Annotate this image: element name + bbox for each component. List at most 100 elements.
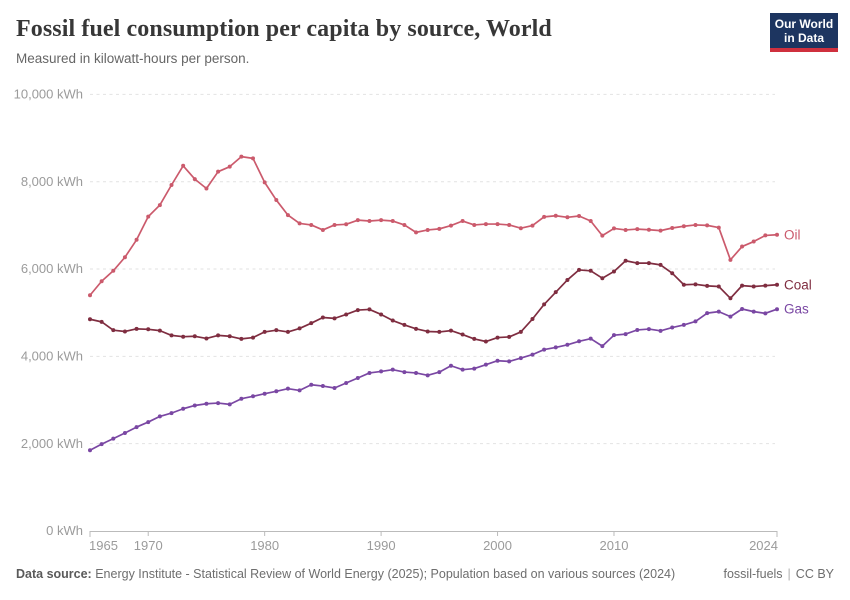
- data-point-gas[interactable]: [402, 370, 407, 375]
- data-point-oil[interactable]: [146, 214, 151, 219]
- data-point-oil[interactable]: [134, 237, 139, 242]
- data-point-gas[interactable]: [635, 327, 640, 332]
- data-point-gas[interactable]: [297, 388, 302, 393]
- data-point-oil[interactable]: [507, 222, 512, 227]
- data-point-gas[interactable]: [204, 401, 209, 406]
- data-point-oil[interactable]: [635, 227, 640, 232]
- data-point-oil[interactable]: [169, 182, 174, 187]
- data-point-oil[interactable]: [297, 221, 302, 226]
- data-point-gas[interactable]: [716, 309, 721, 314]
- data-point-gas[interactable]: [169, 411, 174, 416]
- data-point-coal[interactable]: [274, 328, 279, 333]
- data-point-oil[interactable]: [472, 222, 477, 227]
- data-point-gas[interactable]: [681, 322, 686, 327]
- data-point-oil[interactable]: [192, 177, 197, 182]
- data-point-coal[interactable]: [448, 328, 453, 333]
- data-point-oil[interactable]: [367, 219, 372, 224]
- data-point-oil[interactable]: [320, 227, 325, 232]
- data-point-coal[interactable]: [99, 319, 104, 324]
- data-point-oil[interactable]: [705, 223, 710, 228]
- data-point-coal[interactable]: [775, 282, 779, 287]
- data-point-coal[interactable]: [332, 316, 337, 321]
- data-point-coal[interactable]: [646, 261, 651, 266]
- data-point-gas[interactable]: [542, 347, 547, 352]
- data-point-coal[interactable]: [437, 329, 442, 334]
- data-point-oil[interactable]: [565, 215, 570, 220]
- data-point-coal[interactable]: [530, 317, 535, 322]
- data-point-coal[interactable]: [111, 328, 116, 333]
- data-point-coal[interactable]: [542, 302, 547, 307]
- data-point-coal[interactable]: [600, 276, 605, 281]
- data-point-oil[interactable]: [437, 226, 442, 231]
- data-point-gas[interactable]: [379, 369, 384, 374]
- data-point-coal[interactable]: [705, 283, 710, 288]
- data-point-oil[interactable]: [239, 154, 244, 159]
- data-point-oil[interactable]: [448, 223, 453, 228]
- data-point-coal[interactable]: [518, 329, 523, 334]
- data-point-oil[interactable]: [181, 163, 186, 168]
- data-point-gas[interactable]: [251, 394, 256, 399]
- data-point-oil[interactable]: [88, 293, 92, 298]
- data-point-oil[interactable]: [763, 233, 768, 238]
- data-point-coal[interactable]: [157, 328, 162, 333]
- data-point-oil[interactable]: [681, 224, 686, 229]
- data-point-gas[interactable]: [751, 309, 756, 314]
- legend-label-gas[interactable]: Gas: [784, 302, 809, 317]
- chart-slug-link[interactable]: fossil-fuels: [723, 567, 783, 581]
- data-point-gas[interactable]: [239, 396, 244, 401]
- data-point-gas[interactable]: [355, 375, 360, 380]
- data-point-coal[interactable]: [239, 336, 244, 341]
- legend-label-coal[interactable]: Coal: [784, 277, 812, 292]
- data-point-gas[interactable]: [705, 311, 710, 316]
- data-point-gas[interactable]: [495, 358, 500, 363]
- data-point-gas[interactable]: [181, 406, 186, 411]
- data-point-gas[interactable]: [367, 370, 372, 375]
- data-point-gas[interactable]: [320, 384, 325, 389]
- data-point-gas[interactable]: [146, 420, 151, 425]
- data-point-oil[interactable]: [751, 239, 756, 244]
- data-point-oil[interactable]: [716, 225, 721, 230]
- data-point-coal[interactable]: [88, 317, 92, 322]
- data-point-oil[interactable]: [460, 219, 465, 224]
- data-point-oil[interactable]: [402, 222, 407, 227]
- data-point-coal[interactable]: [495, 335, 500, 340]
- data-point-oil[interactable]: [251, 156, 256, 161]
- data-point-gas[interactable]: [728, 314, 733, 319]
- data-point-coal[interactable]: [402, 322, 407, 327]
- data-point-gas[interactable]: [437, 370, 442, 375]
- data-point-coal[interactable]: [181, 334, 186, 339]
- data-point-gas[interactable]: [775, 307, 779, 312]
- license-link[interactable]: CC BY: [795, 567, 834, 581]
- data-point-oil[interactable]: [390, 219, 395, 224]
- data-point-coal[interactable]: [751, 284, 756, 289]
- data-point-oil[interactable]: [518, 226, 523, 231]
- data-point-coal[interactable]: [588, 268, 593, 273]
- data-point-oil[interactable]: [646, 227, 651, 232]
- data-point-gas[interactable]: [530, 352, 535, 357]
- data-point-coal[interactable]: [565, 277, 570, 282]
- data-point-gas[interactable]: [600, 344, 605, 349]
- data-point-gas[interactable]: [565, 342, 570, 347]
- data-point-oil[interactable]: [227, 164, 232, 169]
- data-point-gas[interactable]: [192, 403, 197, 408]
- data-point-coal[interactable]: [285, 329, 290, 334]
- data-point-coal[interactable]: [309, 321, 314, 326]
- data-point-coal[interactable]: [635, 261, 640, 266]
- data-point-gas[interactable]: [670, 325, 675, 330]
- data-point-gas[interactable]: [88, 448, 92, 453]
- data-point-gas[interactable]: [507, 359, 512, 364]
- data-point-gas[interactable]: [309, 382, 314, 387]
- data-point-coal[interactable]: [553, 290, 558, 295]
- data-point-gas[interactable]: [658, 328, 663, 333]
- data-point-coal[interactable]: [623, 258, 628, 263]
- data-point-coal[interactable]: [681, 282, 686, 287]
- data-point-gas[interactable]: [740, 306, 745, 311]
- data-point-oil[interactable]: [740, 244, 745, 249]
- data-point-coal[interactable]: [716, 284, 721, 289]
- data-point-oil[interactable]: [670, 225, 675, 230]
- data-point-oil[interactable]: [122, 255, 127, 260]
- data-point-coal[interactable]: [204, 336, 209, 341]
- data-point-coal[interactable]: [355, 308, 360, 313]
- data-point-gas[interactable]: [646, 327, 651, 332]
- data-point-coal[interactable]: [507, 334, 512, 339]
